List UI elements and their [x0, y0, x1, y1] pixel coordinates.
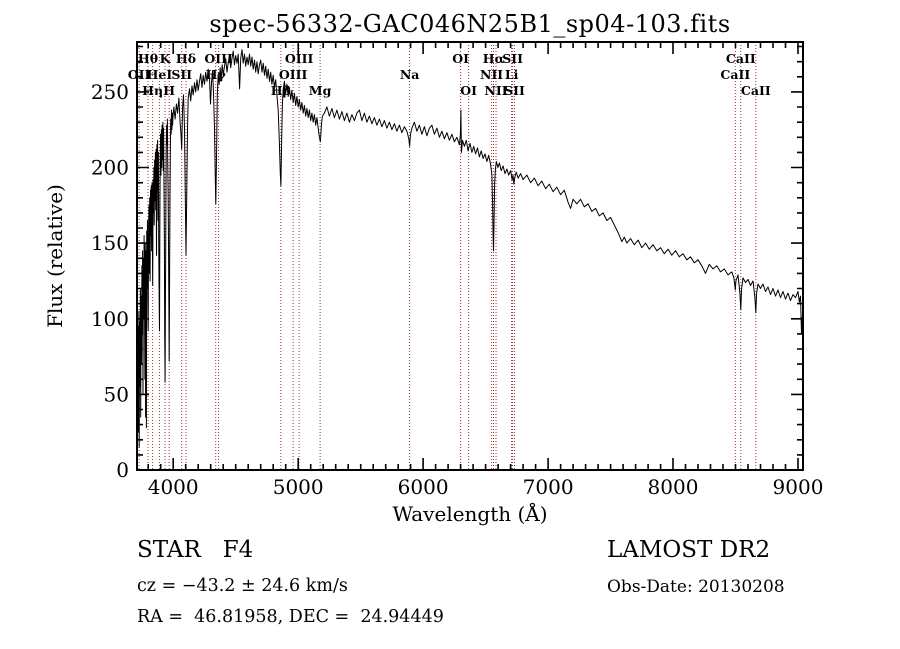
marker-label-Mg: Mg [309, 83, 332, 98]
y-tick-label-150: 150 [91, 231, 129, 255]
marker-label-NII: NII [480, 67, 503, 82]
marker-label-Hθ: Hθ [138, 51, 158, 66]
y-tick-label-250: 250 [91, 80, 129, 104]
marker-label-CaII: CaII [741, 83, 771, 98]
marker-label-Hδ: Hδ [176, 51, 196, 66]
spectrum-trace [136, 49, 803, 468]
y-tick-label-50: 50 [104, 382, 129, 406]
axis-ticks [137, 42, 803, 471]
cz-velocity-text: cz = −43.2 ± 24.6 km/s [137, 576, 348, 596]
classification-text: STAR F4 [137, 537, 254, 563]
marker-label-OIII: OIII [279, 67, 308, 82]
x-tick-label-6000: 6000 [398, 475, 449, 499]
marker-label-OIII: OIII [285, 51, 314, 66]
plot-frame [136, 41, 804, 471]
marker-label-Na: Na [400, 67, 420, 82]
marker-label-Hη: Hη [142, 83, 163, 98]
marker-label-OI: OI [452, 51, 469, 66]
marker-label-H: H [163, 83, 175, 98]
y-tick-label-200: 200 [91, 156, 129, 180]
marker-label-NII: NII [484, 83, 507, 98]
marker-label-CaII: CaII [726, 51, 756, 66]
marker-label-SII: SII [504, 83, 525, 98]
y-axis-label: Flux (relative) [43, 184, 67, 328]
plot-title: spec-56332-GAC046N25B1_sp04-103.fits [209, 10, 731, 38]
obs-date-text: Obs-Date: 20130208 [607, 577, 785, 597]
y-tick-label-100: 100 [91, 307, 129, 331]
marker-label-OII: OII [128, 67, 151, 82]
x-tick-label-8000: 8000 [648, 475, 699, 499]
x-tick-label-4000: 4000 [148, 475, 199, 499]
survey-release-text: LAMOST DR2 [607, 537, 771, 563]
y-tick-label-0: 0 [116, 458, 129, 482]
marker-label-CaII: CaII [720, 67, 750, 82]
marker-label-OI: OI [460, 83, 477, 98]
marker-label-K: K [160, 51, 172, 66]
marker-label-Li: Li [505, 67, 519, 82]
marker-label-HeI: HeI [147, 67, 173, 82]
x-axis-label: Wavelength (Å) [392, 501, 547, 526]
x-tick-label-9000: 9000 [773, 475, 824, 499]
marker-label-SII: SII [171, 67, 192, 82]
ra-dec-text: RA = 46.81958, DEC = 24.94449 [137, 607, 444, 627]
x-tick-label-7000: 7000 [523, 475, 574, 499]
x-tick-label-5000: 5000 [273, 475, 324, 499]
marker-label-SII: SII [502, 51, 523, 66]
marker-label-Hα: Hα [483, 51, 505, 66]
